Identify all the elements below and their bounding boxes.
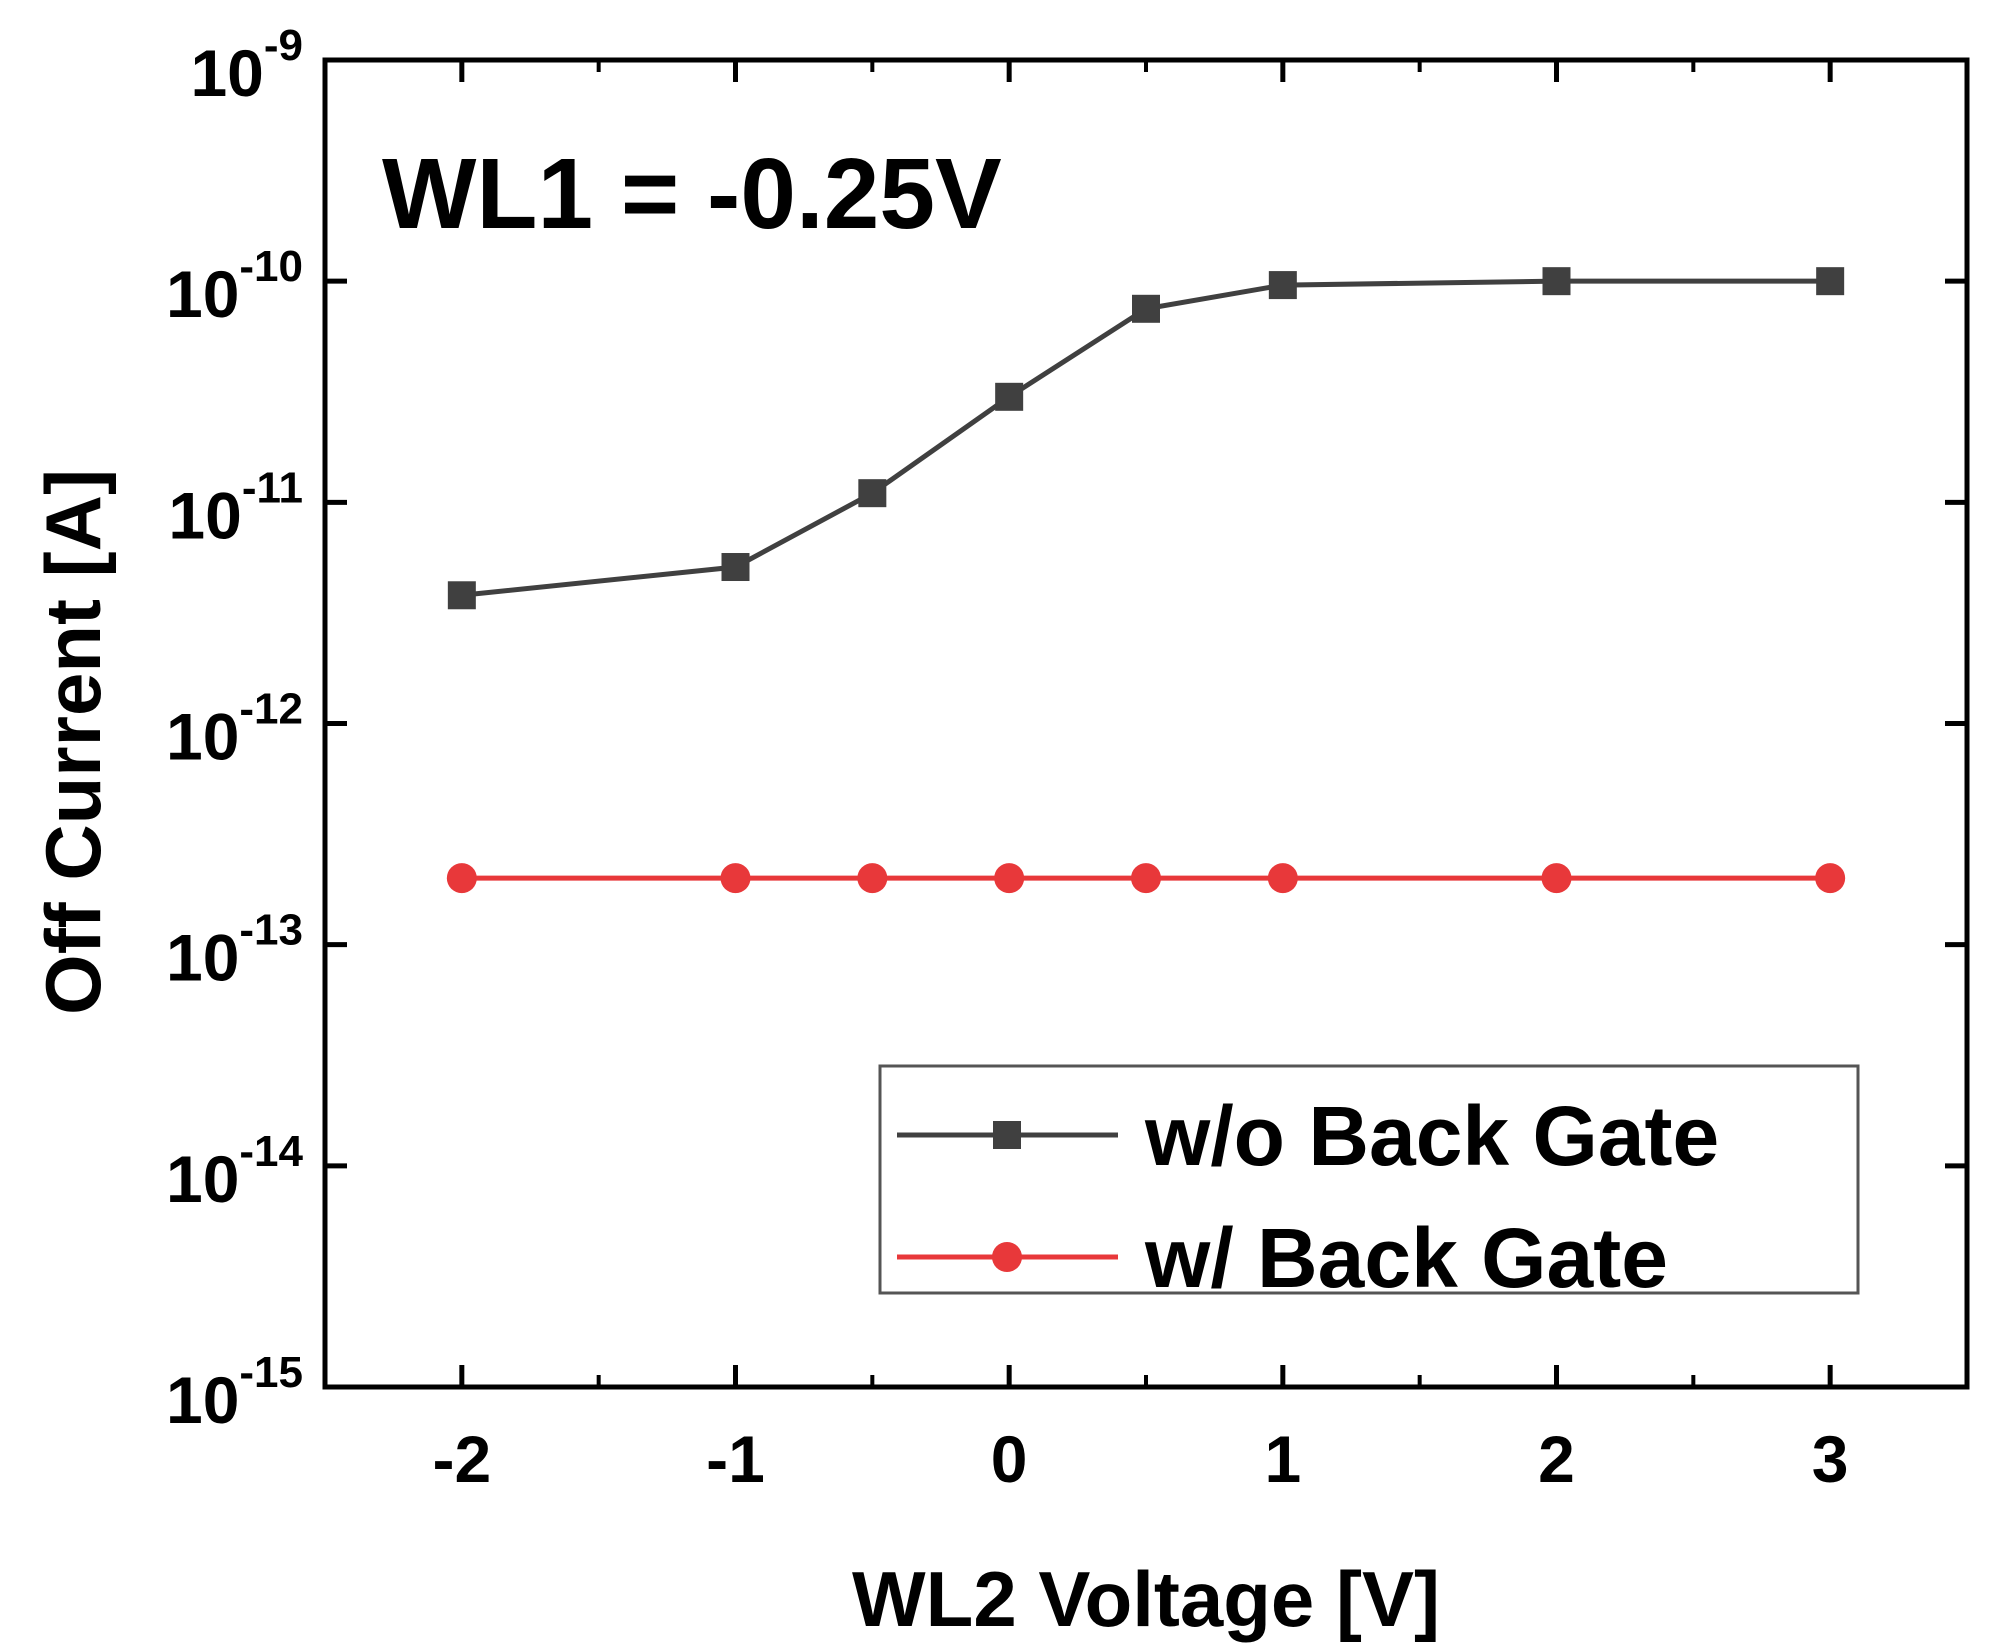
x-tick-label: 1: [1264, 1422, 1301, 1496]
legend-entry: w/o Back Gate: [897, 1089, 1719, 1183]
x-tick-label: 0: [991, 1422, 1028, 1496]
data-point: [858, 479, 887, 508]
x-tick-label: 3: [1812, 1422, 1849, 1496]
legend-label: w/o Back Gate: [1144, 1089, 1719, 1183]
data-point: [1815, 863, 1846, 894]
legend-entry: w/ Back Gate: [897, 1211, 1668, 1305]
legend-marker: [992, 1242, 1022, 1272]
y-axis-label: Off Current [A]: [29, 469, 117, 1015]
data-point: [1268, 271, 1297, 300]
y-tick-label: 10-14: [166, 1127, 304, 1216]
series-line: [461, 278, 1831, 598]
y-tick-label: 10-15: [166, 1348, 303, 1437]
data-point: [857, 863, 888, 894]
y-tick-label: 10-13: [166, 906, 303, 995]
x-tick-label: 2: [1538, 1422, 1575, 1496]
legend-marker: [993, 1121, 1021, 1149]
data-point: [995, 382, 1024, 411]
x-axis-label: WL2 Voltage [V]: [852, 1555, 1440, 1643]
data-point: [446, 863, 477, 894]
data-point: [720, 863, 751, 894]
y-tick-label: 10-12: [166, 685, 303, 774]
x-tick-label: -1: [706, 1422, 765, 1496]
data-point: [1542, 267, 1571, 296]
data-point: [1541, 863, 1572, 894]
data-point: [447, 581, 476, 610]
data-point: [1267, 863, 1298, 894]
data-point: [1816, 267, 1845, 296]
data-point: [994, 863, 1025, 894]
axes: -2 -1 0 1 2 3 10-9 10-10 10-11 10-12 10-13 10-14 10-…: [166, 21, 1970, 1496]
y-tick-label: 10-9: [190, 21, 303, 110]
legend-label: w/ Back Gate: [1144, 1211, 1668, 1305]
y-tick-label: 10-11: [168, 463, 303, 552]
data-point: [1131, 863, 1161, 894]
series-group: [446, 267, 1846, 894]
x-tick-label: -2: [432, 1422, 491, 1496]
annotation: WL1 = -0.25V: [382, 138, 1002, 250]
y-tick-label: 10-10: [166, 242, 303, 331]
legend: w/o Back Gate w/ Back Gate: [878, 1064, 1860, 1305]
series-2: [446, 863, 1846, 894]
data-point: [1132, 294, 1160, 323]
series-1: [447, 267, 1845, 610]
data-point: [721, 553, 750, 582]
